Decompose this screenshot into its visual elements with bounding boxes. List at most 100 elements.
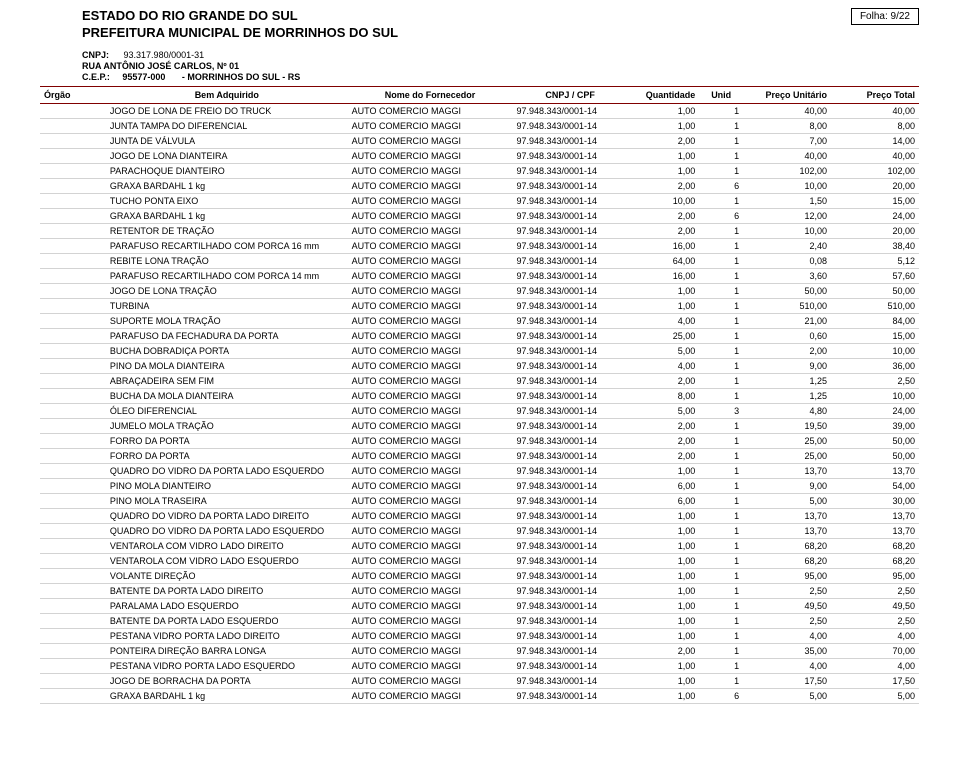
cell-orgao <box>40 194 106 209</box>
cell-pu: 40,00 <box>743 104 831 119</box>
table-row: GRAXA BARDAHL 1 kgAUTO COMERCIO MAGGI97.… <box>40 209 919 224</box>
cell-pu: 10,00 <box>743 224 831 239</box>
table-row: JUNTA TAMPA DO DIFERENCIALAUTO COMERCIO … <box>40 119 919 134</box>
cell-pt: 95,00 <box>831 569 919 584</box>
cell-cnpj: 97.948.343/0001-14 <box>512 119 627 134</box>
cell-pt: 5,12 <box>831 254 919 269</box>
cell-cnpj: 97.948.343/0001-14 <box>512 689 627 704</box>
cell-qtd: 2,00 <box>628 644 699 659</box>
cell-orgao <box>40 179 106 194</box>
cell-unid: 1 <box>699 674 743 689</box>
cell-orgao <box>40 119 106 134</box>
cell-pu: 13,70 <box>743 524 831 539</box>
cell-bem: FORRO DA PORTA <box>106 449 348 464</box>
cell-fornecedor: AUTO COMERCIO MAGGI <box>348 629 513 644</box>
cell-cnpj: 97.948.343/0001-14 <box>512 419 627 434</box>
cell-pu: 25,00 <box>743 449 831 464</box>
cell-bem: PARAFUSO RECARTILHADO COM PORCA 16 mm <box>106 239 348 254</box>
cell-pu: 2,00 <box>743 344 831 359</box>
cell-cnpj: 97.948.343/0001-14 <box>512 464 627 479</box>
cell-orgao <box>40 479 106 494</box>
cell-unid: 1 <box>699 494 743 509</box>
cell-fornecedor: AUTO COMERCIO MAGGI <box>348 374 513 389</box>
cell-bem: JOGO DE LONA DIANTEIRA <box>106 149 348 164</box>
cell-bem: ÓLEO DIFERENCIAL <box>106 404 348 419</box>
cell-pt: 50,00 <box>831 284 919 299</box>
cell-fornecedor: AUTO COMERCIO MAGGI <box>348 284 513 299</box>
cell-cnpj: 97.948.343/0001-14 <box>512 524 627 539</box>
cell-unid: 1 <box>699 449 743 464</box>
cell-pu: 2,50 <box>743 584 831 599</box>
cell-pt: 50,00 <box>831 434 919 449</box>
cell-fornecedor: AUTO COMERCIO MAGGI <box>348 194 513 209</box>
cell-pt: 510,00 <box>831 299 919 314</box>
cell-fornecedor: AUTO COMERCIO MAGGI <box>348 614 513 629</box>
cell-qtd: 16,00 <box>628 239 699 254</box>
cnpj-line: CNPJ: 93.317.980/0001-31 <box>82 50 919 60</box>
table-row: JOGO DE LONA DE FREIO DO TRUCKAUTO COMER… <box>40 104 919 119</box>
cell-fornecedor: AUTO COMERCIO MAGGI <box>348 479 513 494</box>
cell-qtd: 5,00 <box>628 344 699 359</box>
table-row: PINO MOLA DIANTEIROAUTO COMERCIO MAGGI97… <box>40 479 919 494</box>
table-row: BUCHA DOBRADIÇA PORTAAUTO COMERCIO MAGGI… <box>40 344 919 359</box>
cell-pt: 20,00 <box>831 179 919 194</box>
cell-pu: 17,50 <box>743 674 831 689</box>
cell-pu: 1,50 <box>743 194 831 209</box>
cell-unid: 1 <box>699 269 743 284</box>
cell-qtd: 2,00 <box>628 179 699 194</box>
cell-unid: 1 <box>699 194 743 209</box>
cell-orgao <box>40 164 106 179</box>
cell-orgao <box>40 419 106 434</box>
cell-unid: 1 <box>699 239 743 254</box>
cell-pt: 102,00 <box>831 164 919 179</box>
cell-unid: 1 <box>699 149 743 164</box>
col-unid: Unid <box>699 87 743 104</box>
cell-pu: 21,00 <box>743 314 831 329</box>
items-table: Órgão Bem Adquirido Nome do Fornecedor C… <box>40 87 919 704</box>
cell-bem: VOLANTE DIREÇÃO <box>106 569 348 584</box>
cell-qtd: 1,00 <box>628 599 699 614</box>
cep-label: C.E.P.: <box>82 72 110 82</box>
cell-pu: 8,00 <box>743 119 831 134</box>
cell-orgao <box>40 239 106 254</box>
cell-pu: 35,00 <box>743 644 831 659</box>
col-orgao: Órgão <box>40 87 106 104</box>
cell-bem: GRAXA BARDAHL 1 kg <box>106 689 348 704</box>
cell-orgao <box>40 554 106 569</box>
cell-fornecedor: AUTO COMERCIO MAGGI <box>348 524 513 539</box>
cell-cnpj: 97.948.343/0001-14 <box>512 254 627 269</box>
table-row: REBITE LONA TRAÇÃOAUTO COMERCIO MAGGI97.… <box>40 254 919 269</box>
cell-bem: QUADRO DO VIDRO DA PORTA LADO ESQUERDO <box>106 524 348 539</box>
cell-cnpj: 97.948.343/0001-14 <box>512 569 627 584</box>
cell-bem: BATENTE DA PORTA LADO ESQUERDO <box>106 614 348 629</box>
cell-unid: 1 <box>699 659 743 674</box>
cell-cnpj: 97.948.343/0001-14 <box>512 314 627 329</box>
cell-fornecedor: AUTO COMERCIO MAGGI <box>348 569 513 584</box>
cell-unid: 1 <box>699 614 743 629</box>
table-row: JUMELO MOLA TRAÇÃOAUTO COMERCIO MAGGI97.… <box>40 419 919 434</box>
cell-unid: 1 <box>699 359 743 374</box>
cell-pt: 13,70 <box>831 524 919 539</box>
cell-orgao <box>40 449 106 464</box>
table-row: PONTEIRA DIREÇÃO BARRA LONGAAUTO COMERCI… <box>40 644 919 659</box>
cell-cnpj: 97.948.343/0001-14 <box>512 449 627 464</box>
cell-orgao <box>40 674 106 689</box>
cell-pt: 50,00 <box>831 449 919 464</box>
cell-cnpj: 97.948.343/0001-14 <box>512 374 627 389</box>
cell-orgao <box>40 629 106 644</box>
cell-unid: 1 <box>699 389 743 404</box>
cell-pt: 20,00 <box>831 224 919 239</box>
cell-bem: PARAFUSO DA FECHADURA DA PORTA <box>106 329 348 344</box>
cell-pu: 3,60 <box>743 269 831 284</box>
table-row: BUCHA DA MOLA DIANTEIRAAUTO COMERCIO MAG… <box>40 389 919 404</box>
cell-orgao <box>40 614 106 629</box>
cell-bem: PINO MOLA TRASEIRA <box>106 494 348 509</box>
cell-pt: 24,00 <box>831 209 919 224</box>
cell-bem: BATENTE DA PORTA LADO DIREITO <box>106 584 348 599</box>
rua-line: RUA ANTÔNIO JOSÉ CARLOS, Nº 01 <box>82 61 919 71</box>
cell-fornecedor: AUTO COMERCIO MAGGI <box>348 404 513 419</box>
cell-bem: PARACHOQUE DIANTEIRO <box>106 164 348 179</box>
col-pu: Preço Unitário <box>743 87 831 104</box>
prefeitura-title: PREFEITURA MUNICIPAL DE MORRINHOS DO SUL <box>82 25 851 40</box>
cell-cnpj: 97.948.343/0001-14 <box>512 239 627 254</box>
